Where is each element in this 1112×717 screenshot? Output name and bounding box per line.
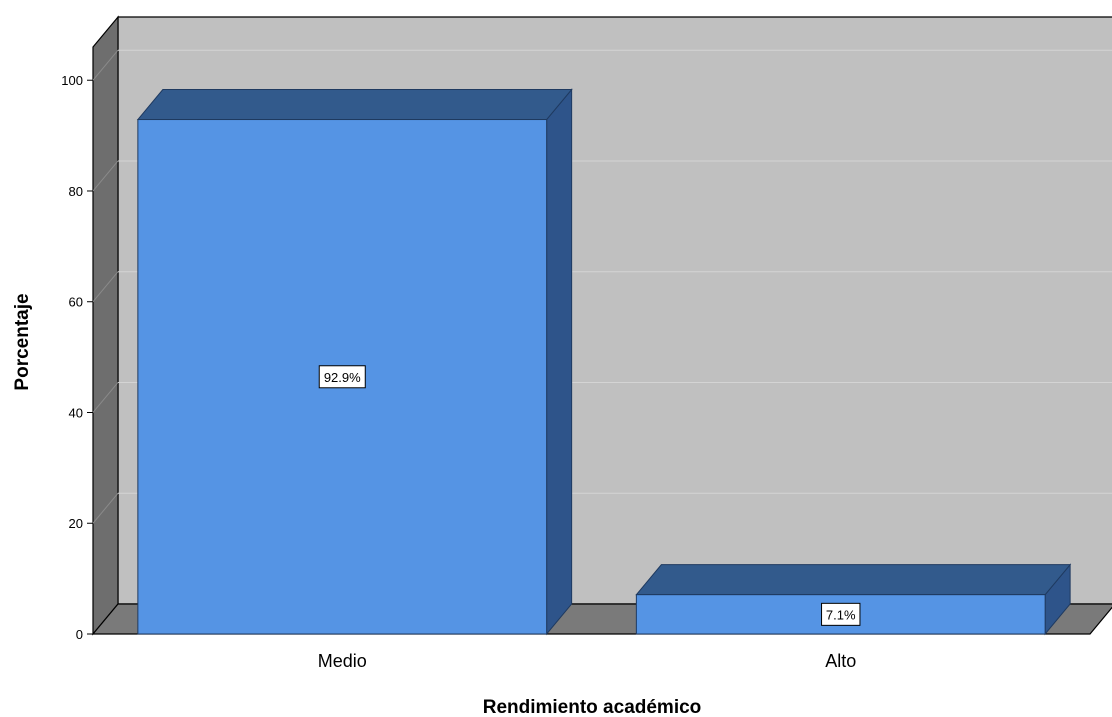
y-axis-ticks: 0 20 40 60 80 100 (61, 73, 93, 642)
gridline-side (92, 49, 119, 81)
bar-top (635, 564, 1072, 596)
x-category-label: Alto (825, 651, 856, 671)
y-tick-label: 40 (69, 405, 83, 420)
bar-top (136, 89, 573, 121)
data-label: 7.1% (826, 607, 856, 622)
data-label: 92.9% (324, 370, 361, 385)
gridline-side (92, 160, 119, 192)
bar-side (546, 88, 573, 636)
y-tick-label: 20 (69, 516, 83, 531)
gridline-side (92, 382, 119, 413)
side-wall (92, 15, 119, 636)
gridline-side (92, 271, 119, 303)
y-tick-label: 0 (76, 627, 83, 642)
bars: 92.9% 7.1% (136, 88, 1072, 636)
gridline-side (92, 492, 119, 524)
y-tick-label: 100 (61, 73, 83, 88)
x-category-label: Medio (318, 651, 367, 671)
y-axis-title: Porcentaje (12, 293, 33, 390)
data-label-box (821, 602, 861, 626)
x-axis-categories: Medio Alto (318, 651, 857, 671)
y-tick-label: 80 (69, 184, 83, 199)
data-label-box (318, 365, 366, 389)
x-axis-title: Rendimiento académico (483, 697, 702, 717)
y-tick-label: 60 (69, 295, 83, 310)
